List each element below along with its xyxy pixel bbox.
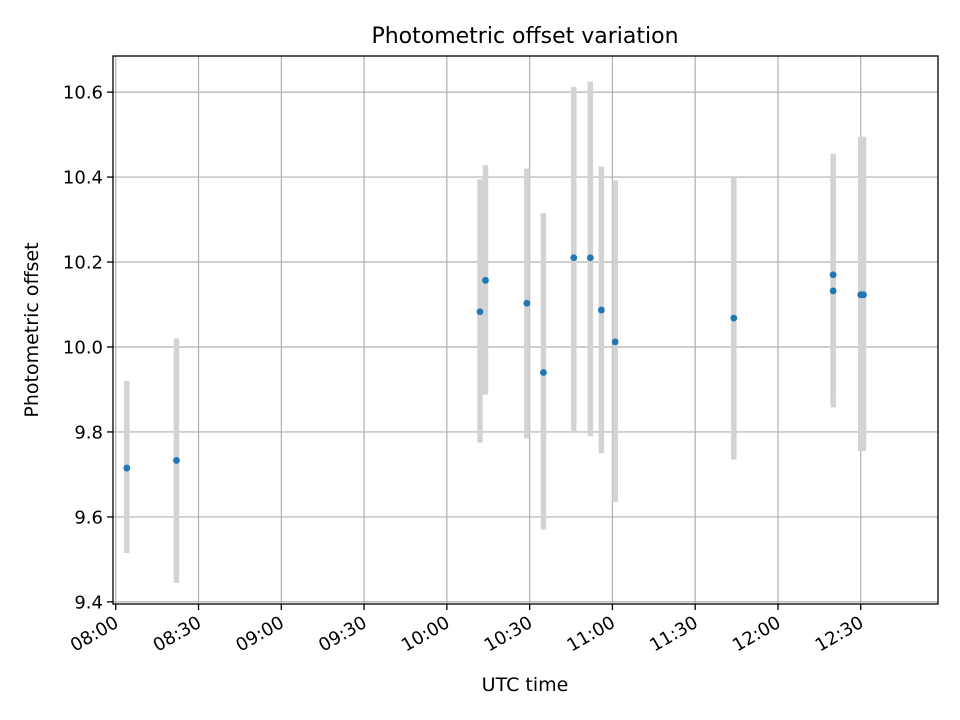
- data-point: [611, 338, 619, 346]
- y-tick-label: 10.4: [63, 168, 103, 189]
- chart-title: Photometric offset variation: [371, 24, 678, 49]
- data-point: [476, 308, 484, 316]
- data-point: [730, 314, 738, 322]
- y-tick-label: 9.4: [74, 592, 103, 613]
- data-point: [829, 271, 837, 279]
- y-tick-label: 9.8: [74, 422, 103, 443]
- plot-frame: [112, 55, 939, 605]
- y-tick-label: 9.6: [74, 507, 103, 528]
- y-tick-label: 10.2: [63, 253, 103, 274]
- data-point: [597, 306, 605, 314]
- y-tick-label: 10.6: [63, 83, 103, 104]
- data-point: [570, 254, 578, 262]
- data-point: [523, 299, 531, 307]
- y-axis-label: Photometric offset: [21, 242, 43, 417]
- data-point: [540, 369, 547, 376]
- data-point: [482, 276, 489, 284]
- data-point: [586, 254, 594, 262]
- x-axis-label: UTC time: [482, 674, 569, 696]
- data-point: [860, 291, 867, 299]
- y-tick-label: 10.0: [63, 337, 103, 358]
- data-point: [173, 457, 180, 464]
- data-point: [123, 464, 131, 472]
- data-points: [123, 254, 867, 472]
- y-axis-ticks: 9.4 9.6 9.8 10.0 10.2 10.4 10.6: [63, 83, 113, 613]
- data-point: [829, 287, 837, 295]
